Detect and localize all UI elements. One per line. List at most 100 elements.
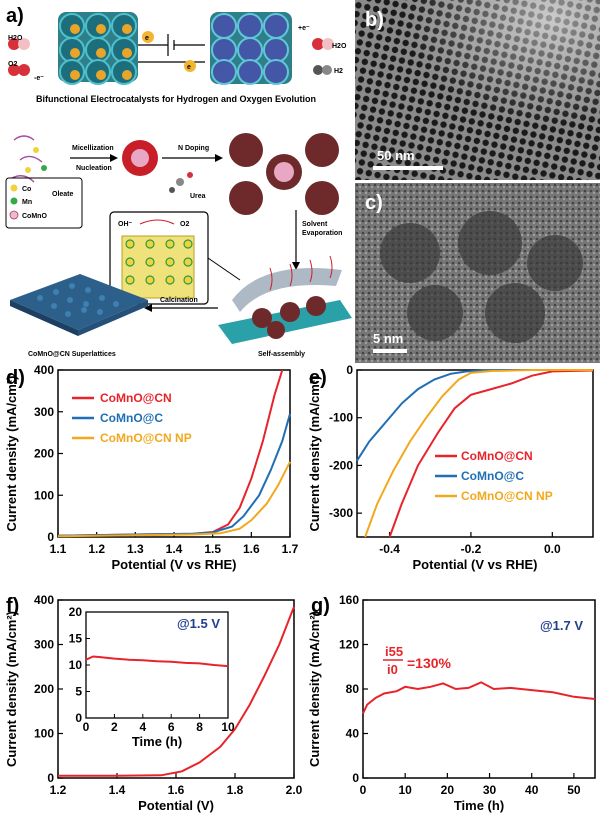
x-tick-label: 20 — [441, 783, 455, 797]
right-molecules — [312, 38, 334, 75]
panel-b-tem-image: b) 50 nm — [355, 0, 600, 180]
series-line-2 — [57, 461, 291, 538]
panel-a-label: a) — [6, 5, 24, 27]
inset-y-tick-label: 5 — [75, 685, 82, 699]
y-tick-label: 400 — [34, 593, 54, 607]
y-tick-label: 100 — [34, 727, 54, 741]
x-tick-label: 1.7 — [282, 542, 299, 556]
doped-sphere-2 — [305, 133, 339, 167]
e-top-label: e — [145, 35, 149, 42]
inset-x-tick-label: 10 — [221, 720, 235, 734]
micellization-label: Micellization — [72, 145, 114, 152]
y-axis-label: Current density (mA/cm²) — [4, 375, 19, 531]
left-catalyst-cluster — [58, 12, 138, 85]
inset-y-tick-label: 20 — [69, 605, 83, 619]
film-sheet — [232, 268, 342, 312]
inset-y-tick-label: 10 — [69, 658, 83, 672]
y-tick-label: 300 — [34, 638, 54, 652]
inset-x-tick-label: 6 — [168, 720, 175, 734]
y-axis-label: Current density (mA/cm²) — [307, 611, 322, 767]
x-axis-label: Potential (V vs RHE) — [112, 557, 237, 572]
solvent-label: Solvent — [302, 221, 328, 228]
y-tick-label: 0 — [47, 530, 54, 544]
panel-d-label: d) — [6, 367, 25, 389]
electron-icon-bottom — [184, 60, 196, 72]
x-tick-label: 1.5 — [204, 542, 221, 556]
x-axis-label: Potential (V vs RHE) — [413, 557, 538, 572]
panel-a-caption: Bifunctional Electrocatalysts for Hydrog… — [36, 94, 316, 104]
doped-sphere-3 — [229, 181, 263, 215]
self-assembly-label: Self-assembly — [258, 351, 305, 358]
plot-frame — [57, 369, 291, 538]
oleate-label: Oleate — [52, 191, 74, 198]
inset-series-line-0 — [85, 655, 229, 668]
x-tick-label: 30 — [483, 783, 497, 797]
panel-f-label: f) — [6, 595, 19, 617]
x-tick-label: 50 — [567, 783, 581, 797]
y-tick-label: 0 — [47, 771, 54, 785]
x-tick-label: 2.0 — [286, 783, 303, 797]
inset-x-tick-label: 4 — [139, 720, 146, 734]
legend-label: CoMnO@CN — [461, 449, 533, 463]
panel-g-stability-chart: g) 0 10 20 30 40 50 0 40 80 120 160 Time (h) Current… — [307, 593, 596, 813]
h2o-right-label: H2O — [332, 43, 347, 50]
panel-b-label: b) — [365, 9, 384, 31]
y-tick-label: -200 — [329, 458, 353, 472]
panel-e-label: e) — [309, 367, 327, 389]
legend-comno: CoMnO — [22, 213, 47, 220]
y-tick-label: 300 — [34, 405, 54, 419]
y-tick-label: -300 — [329, 506, 353, 520]
y-axis-label: Current density (mA/cm²) — [307, 375, 322, 531]
x-tick-label: 1.1 — [50, 542, 67, 556]
inset-x-axis-label: Time (h) — [132, 734, 182, 749]
legend-label: CoMnO@CN NP — [100, 431, 192, 445]
n-doping-label: N Doping — [178, 145, 209, 152]
panel-c-label: c) — [365, 192, 383, 214]
series-line-1 — [356, 369, 593, 462]
evaporation-label: Evaporation — [302, 230, 342, 237]
o2-left-label: O2 — [8, 61, 17, 68]
o2-inset-label: O2 — [180, 221, 189, 228]
panel-c-hrtem-image: c) 5 nm — [355, 183, 600, 363]
lattice-structure — [121, 235, 195, 299]
x-tick-label: 1.6 — [243, 542, 260, 556]
x-tick-label: -0.2 — [461, 542, 482, 556]
x-tick-label: 40 — [525, 783, 539, 797]
x-tick-label: 10 — [399, 783, 413, 797]
y-tick-label: 80 — [346, 682, 360, 696]
y-tick-label: 40 — [346, 727, 360, 741]
x-tick-label: 1.3 — [127, 542, 144, 556]
x-tick-label: 1.2 — [88, 542, 105, 556]
inset-x-tick-label: 2 — [111, 720, 118, 734]
e-plus-right-label: +e⁻ — [298, 25, 310, 32]
legend-co: Co — [22, 186, 31, 193]
panel-e-lsv-her-chart: e) -0.4 -0.2 0.0 0 -100 -200 -300 Potential (V … — [307, 363, 594, 572]
oh-to-o2-arrow — [139, 219, 175, 225]
inset-connector — [207, 257, 241, 281]
panel-d-lsv-oer-chart: d) 1.1 1.2 1.3 1.4 1.5 1.6 1.7 0 100 200 300 400 Pot… — [4, 363, 299, 572]
evaporation-arrows — [269, 255, 333, 291]
y-tick-label: 0 — [346, 363, 353, 377]
scale-label-b: 50 nm — [377, 148, 415, 163]
scale-bar-c — [373, 349, 407, 353]
y-tick-label: 100 — [34, 488, 54, 502]
legend-label: CoMnO@C — [461, 469, 524, 483]
inset-x-tick-label: 8 — [196, 720, 203, 734]
x-axis-label: Time (h) — [454, 798, 504, 813]
y-tick-label: 0 — [352, 771, 359, 785]
ratio-value: =130% — [407, 655, 452, 671]
oleate-chains — [11, 135, 47, 183]
panel-a-schematic: a) H2O O2 -e⁻ e e — [0, 0, 352, 362]
oh-label: OH⁻ — [118, 221, 133, 228]
x-tick-label: 1.4 — [166, 542, 183, 556]
x-tick-label: 1.4 — [109, 783, 126, 797]
y-tick-label: 200 — [34, 682, 54, 696]
x-tick-label: 1.6 — [168, 783, 185, 797]
series-line-0 — [362, 681, 596, 714]
x-tick-label: 0 — [360, 783, 367, 797]
x-tick-label: 0.0 — [544, 542, 561, 556]
x-tick-label: 1.8 — [227, 783, 244, 797]
y-tick-label: 200 — [34, 447, 54, 461]
series-line-2 — [364, 369, 593, 538]
electron-icon-top — [142, 31, 154, 43]
